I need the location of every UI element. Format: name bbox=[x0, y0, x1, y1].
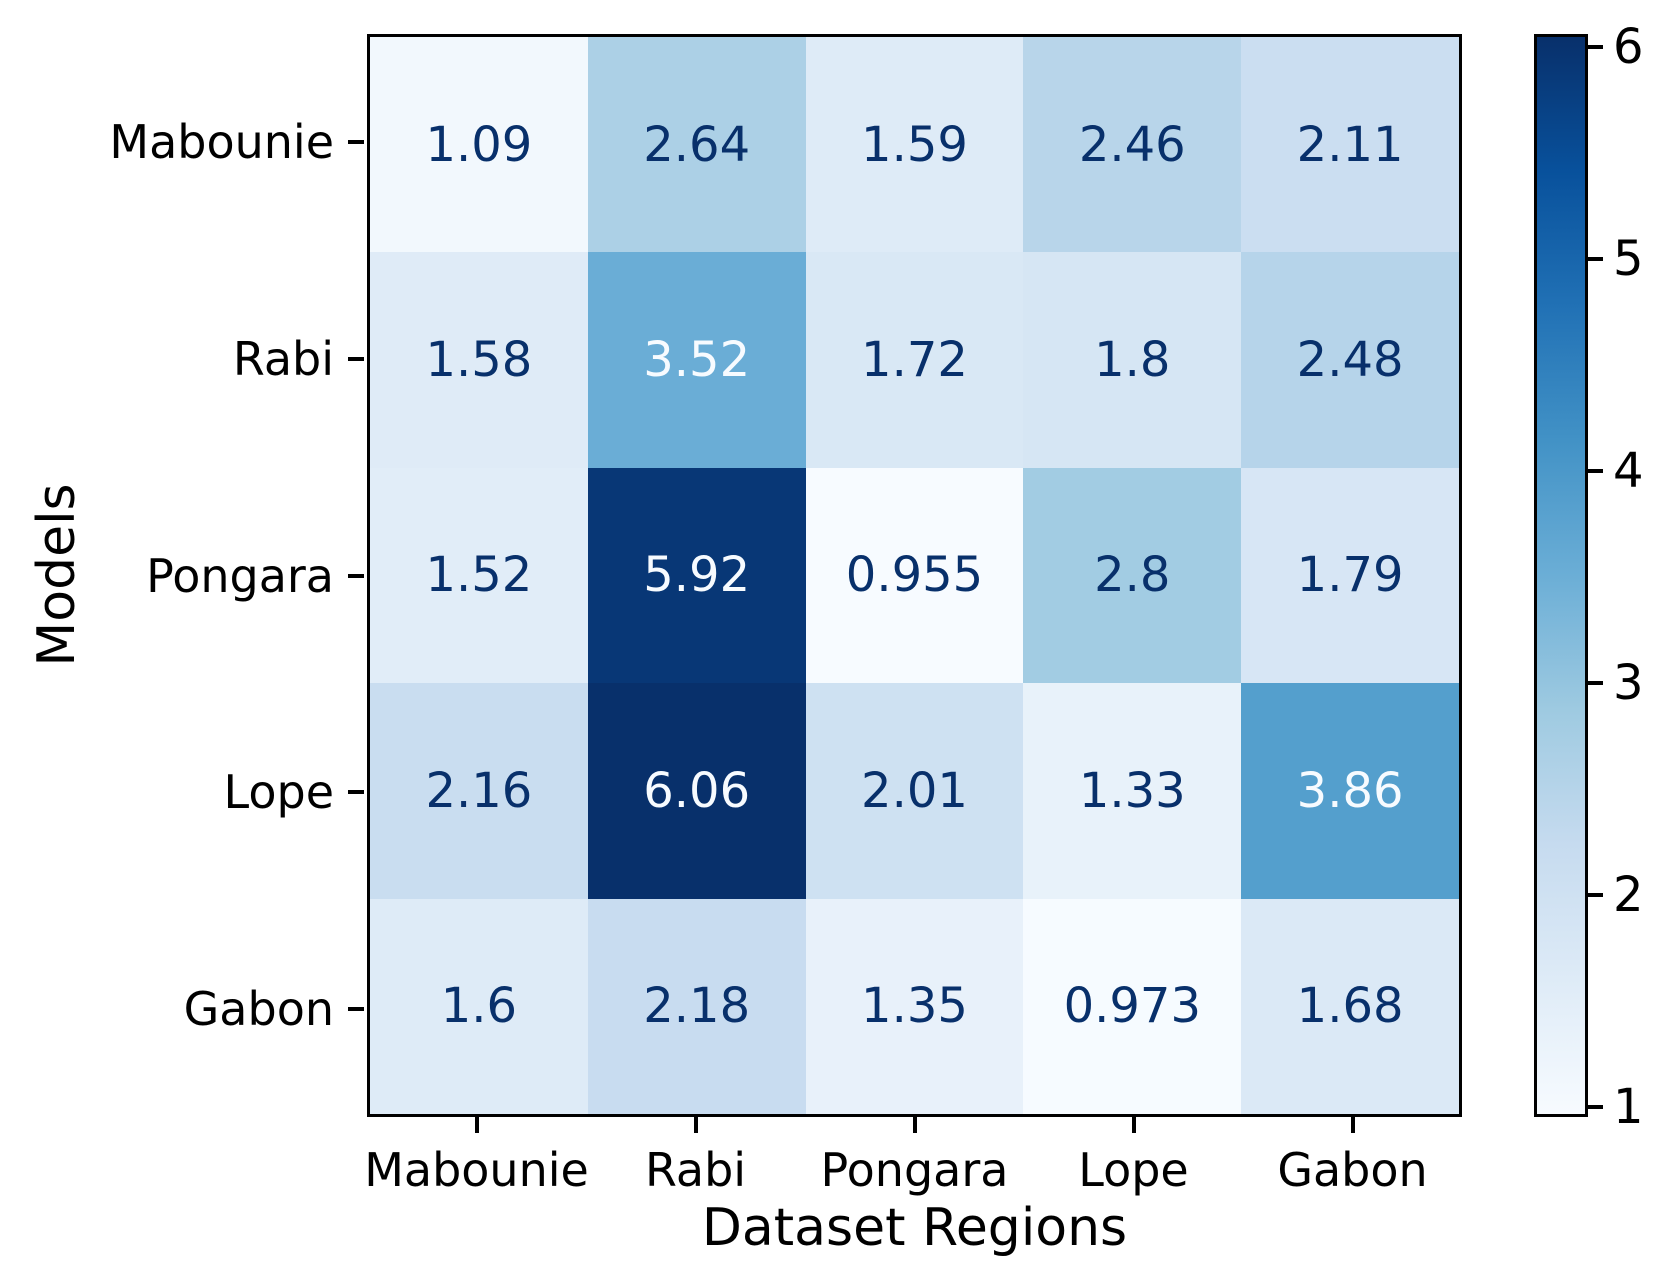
cell-value: 2.64 bbox=[643, 116, 751, 173]
y-tick-label: Pongara bbox=[146, 548, 334, 603]
y-tick-label: Rabi bbox=[232, 331, 334, 386]
heatmap-cell: 2.48 bbox=[1241, 252, 1459, 468]
cell-value: 1.79 bbox=[1296, 547, 1404, 604]
colorbar-tick-label: 1 bbox=[1613, 1079, 1644, 1136]
cell-value: 1.52 bbox=[425, 547, 533, 604]
cell-value: 2.18 bbox=[643, 978, 751, 1035]
x-axis-title: Dataset Regions bbox=[701, 1198, 1128, 1258]
colorbar-tick-mark bbox=[1588, 1105, 1603, 1110]
colorbar-tick-mark bbox=[1588, 44, 1603, 49]
y-tick-mark bbox=[348, 573, 364, 578]
cell-value: 1.68 bbox=[1296, 978, 1404, 1035]
colorbar-ticks: 6 5 4 3 2 1 bbox=[1588, 19, 1659, 1135]
cell-value: 3.86 bbox=[1296, 762, 1404, 819]
y-tick-mark bbox=[348, 140, 364, 145]
x-tick-label: Rabi bbox=[644, 1143, 747, 1197]
cell-value: 1.6 bbox=[440, 978, 518, 1035]
heatmap-cell: 1.72 bbox=[805, 252, 1024, 468]
colorbar-tick-label: 3 bbox=[1613, 655, 1644, 712]
colorbar-tick-mark bbox=[1588, 469, 1603, 474]
colorbar-tick-label: 6 bbox=[1613, 18, 1644, 75]
cell-value: 1.72 bbox=[861, 332, 968, 389]
heatmap-cell: 6.06 bbox=[587, 683, 806, 899]
plot-area: 1.09 2.64 1.59 2.46 2.11 1.58 3.52 1.72 1.8 2.48 1… bbox=[367, 34, 1462, 1117]
heatmap-cell: 2.46 bbox=[1023, 37, 1242, 253]
x-tick-mark bbox=[1350, 1117, 1355, 1133]
cell-value: 3.52 bbox=[643, 332, 751, 389]
x-tick-mark bbox=[693, 1117, 698, 1133]
cell-value: 0.973 bbox=[1063, 978, 1201, 1035]
cell-value: 6.06 bbox=[643, 762, 751, 819]
cell-value: 2.11 bbox=[1296, 116, 1404, 173]
heatmap-cell: 2.8 bbox=[1023, 467, 1242, 684]
heatmap-cell: 2.64 bbox=[587, 37, 806, 253]
cell-value: 1.09 bbox=[425, 116, 533, 173]
heatmap-cell: 1.35 bbox=[805, 898, 1024, 1114]
cell-value: 1.59 bbox=[861, 116, 968, 173]
colorbar-gradient bbox=[1537, 37, 1585, 1114]
y-tick-mark bbox=[348, 1006, 364, 1011]
x-tick-mark bbox=[1131, 1117, 1136, 1133]
heatmap-cell: 1.68 bbox=[1241, 898, 1459, 1114]
x-tick-mark bbox=[474, 1117, 479, 1133]
cell-value: 2.8 bbox=[1094, 547, 1171, 604]
cell-value: 1.35 bbox=[861, 978, 968, 1035]
heatmap-cell: 1.6 bbox=[370, 898, 588, 1114]
cell-value: 2.46 bbox=[1078, 116, 1186, 173]
heatmap-cell: 2.11 bbox=[1241, 37, 1459, 253]
heatmap-cell: 0.973 bbox=[1023, 898, 1242, 1114]
x-tick-label: Lope bbox=[1078, 1143, 1189, 1197]
cell-value: 1.58 bbox=[425, 332, 533, 389]
cell-value: 2.48 bbox=[1296, 332, 1404, 389]
y-tick-mark bbox=[348, 790, 364, 795]
heatmap-cell: 1.09 bbox=[370, 37, 588, 253]
y-tick-label: Mabounie bbox=[109, 115, 334, 170]
heatmap-cell: 5.92 bbox=[587, 467, 806, 684]
heatmap-cell: 1.79 bbox=[1241, 467, 1459, 684]
cell-value: 1.8 bbox=[1094, 332, 1171, 389]
heatmap-cell: 2.01 bbox=[805, 683, 1024, 899]
colorbar-tick-mark bbox=[1588, 681, 1603, 686]
heatmap-grid: 1.09 2.64 1.59 2.46 2.11 1.58 3.52 1.72 1.8 2.48 1… bbox=[370, 37, 1459, 1114]
heatmap-cell: 0.955 bbox=[805, 467, 1024, 684]
colorbar-tick-mark bbox=[1588, 893, 1603, 898]
heatmap-cell: 1.52 bbox=[370, 467, 588, 684]
colorbar-tick-label: 4 bbox=[1613, 443, 1644, 500]
cell-value: 2.16 bbox=[425, 762, 533, 819]
x-tick-label: Gabon bbox=[1277, 1143, 1428, 1197]
colorbar-tick-label: 2 bbox=[1613, 867, 1644, 924]
heatmap-cell: 1.8 bbox=[1023, 252, 1242, 468]
cell-value: 5.92 bbox=[643, 547, 751, 604]
heatmap-cell: 1.59 bbox=[805, 37, 1024, 253]
x-tick-mark bbox=[912, 1117, 917, 1133]
colorbar bbox=[1534, 34, 1588, 1117]
cell-value: 1.33 bbox=[1078, 762, 1186, 819]
cell-value: 0.955 bbox=[845, 547, 984, 604]
heatmap-cell: 1.33 bbox=[1023, 683, 1242, 899]
colorbar-tick-label: 5 bbox=[1613, 230, 1644, 287]
y-tick-label: Lope bbox=[223, 765, 334, 820]
heatmap-cell: 3.86 bbox=[1241, 683, 1459, 899]
y-tick-label: Gabon bbox=[183, 981, 334, 1036]
cell-value: 2.01 bbox=[861, 762, 968, 819]
y-tick-mark bbox=[348, 356, 364, 361]
heatmap-cell: 1.58 bbox=[370, 252, 588, 468]
x-tick-label: Mabounie bbox=[364, 1143, 589, 1197]
x-tick-label: Pongara bbox=[820, 1143, 1009, 1197]
colorbar-tick-mark bbox=[1588, 256, 1603, 261]
y-axis-ticks: Mabounie Rabi Pongara Lope Gabon bbox=[0, 34, 364, 1117]
heatmap-cell: 2.18 bbox=[587, 898, 806, 1114]
heatmap-cell: 3.52 bbox=[587, 252, 806, 468]
heatmap-cell: 2.16 bbox=[370, 683, 588, 899]
x-axis-ticks: Mabounie Rabi Pongara Lope Gabon bbox=[364, 1117, 1462, 1237]
